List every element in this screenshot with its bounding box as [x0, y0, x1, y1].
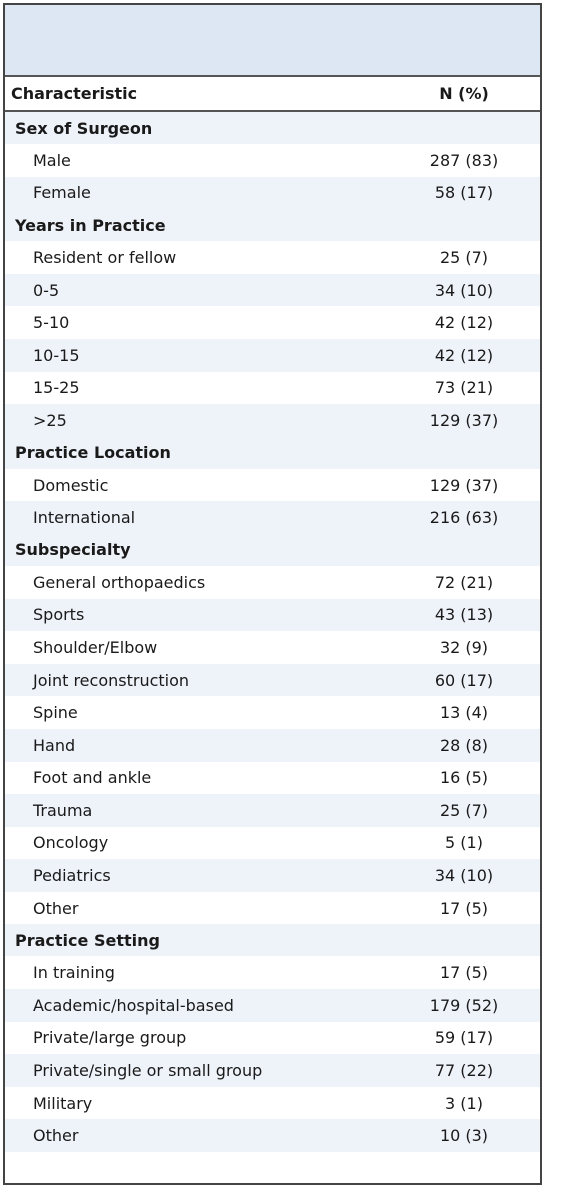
table-row: Academic/hospital-based 179 (52)	[5, 989, 540, 1022]
row-label: Domestic	[33, 475, 109, 495]
row-label: Female	[33, 183, 91, 203]
row-value: 72 (21)	[434, 572, 494, 592]
row-label: Private/large group	[33, 1028, 187, 1048]
table-header-row: Characteristic N (%)	[5, 77, 540, 112]
row-label: Foot and ankle	[33, 768, 152, 788]
row-value: 287 (83)	[429, 150, 499, 170]
table-row: 15-25 73 (21)	[5, 372, 540, 405]
table-row: Sports 43 (13)	[5, 598, 540, 632]
row-label: Joint reconstruction	[33, 670, 190, 690]
table-row: >25 129 (37)	[5, 404, 540, 437]
table-row: Foot and ankle 16 (5)	[5, 762, 540, 795]
row-label: Military	[33, 1093, 93, 1113]
row-value: 34 (10)	[434, 280, 494, 300]
row-value: 5 (1)	[445, 833, 483, 853]
row-label: Male	[33, 150, 71, 170]
row-value: 25 (7)	[439, 800, 489, 820]
row-value: 34 (10)	[434, 866, 494, 886]
section-header: Practice Location	[5, 436, 540, 469]
row-value: 10 (3)	[439, 1126, 489, 1146]
table-row: Private/large group 59 (17)	[5, 1022, 540, 1055]
table-row: In training 17 (5)	[5, 956, 540, 989]
demographics-table: Characteristic N (%) Sex of Surgeon Male 2…	[3, 3, 542, 1185]
row-label: General orthopaedics	[33, 572, 206, 592]
row-value: 77 (22)	[434, 1061, 494, 1081]
table-row: Resident or fellow 25 (7)	[5, 241, 540, 274]
row-label: Spine	[33, 703, 78, 723]
table-row: 10-15 42 (12)	[5, 338, 540, 372]
section-header: Years in Practice	[5, 209, 540, 242]
row-value: 32 (9)	[439, 637, 489, 657]
table-row: Other 10 (3)	[5, 1119, 540, 1153]
row-label: Shoulder/Elbow	[33, 637, 158, 657]
row-label: Pediatrics	[33, 866, 111, 886]
row-label: Academic/hospital-based	[33, 995, 234, 1015]
header-characteristic: Characteristic	[11, 84, 138, 103]
row-label: Oncology	[33, 833, 109, 853]
table-row: Domestic 129 (37)	[5, 469, 540, 502]
table-row: Trauma 25 (7)	[5, 794, 540, 827]
row-label: Trauma	[33, 800, 93, 820]
row-label: International	[33, 508, 136, 528]
row-value: 42 (12)	[434, 313, 494, 333]
table-row: Military 3 (1)	[5, 1087, 540, 1120]
table-row: Spine 13 (4)	[5, 696, 540, 729]
table-row: 5-10 42 (12)	[5, 306, 540, 339]
table-row: Male 287 (83)	[5, 144, 540, 177]
table-title-band	[5, 5, 540, 77]
row-value: 42 (12)	[434, 345, 494, 365]
row-label: Hand	[33, 735, 76, 755]
row-label: Other	[33, 898, 79, 918]
row-value: 58 (17)	[434, 183, 494, 203]
row-label: 10-15	[33, 345, 80, 365]
row-value: 59 (17)	[434, 1028, 494, 1048]
section-header: Practice Setting	[5, 924, 540, 957]
table-row: Hand 28 (8)	[5, 728, 540, 762]
table-row: Shoulder/Elbow 32 (9)	[5, 631, 540, 664]
row-value: 43 (13)	[434, 605, 494, 625]
row-value: 17 (5)	[439, 898, 489, 918]
row-value: 73 (21)	[434, 378, 494, 398]
row-value: 13 (4)	[439, 703, 489, 723]
table-row: Female 58 (17)	[5, 176, 540, 210]
row-value: 129 (37)	[429, 410, 499, 430]
row-value: 25 (7)	[439, 247, 489, 267]
row-value: 129 (37)	[429, 475, 499, 495]
row-label: Resident or fellow	[33, 247, 177, 267]
row-label: 5-10	[33, 313, 70, 333]
table-row: Other 17 (5)	[5, 892, 540, 925]
table-row: Oncology 5 (1)	[5, 827, 540, 860]
row-label: >25	[33, 410, 67, 430]
row-label: Private/single or small group	[33, 1061, 263, 1081]
row-value: 60 (17)	[434, 670, 494, 690]
row-label: Sports	[33, 605, 85, 625]
section-header: Sex of Surgeon	[5, 112, 540, 144]
row-value: 216 (63)	[429, 508, 499, 528]
row-value: 28 (8)	[439, 735, 489, 755]
row-label: 15-25	[33, 378, 80, 398]
row-label: In training	[33, 963, 115, 983]
table-row: International 216 (63)	[5, 501, 540, 534]
table-row: General orthopaedics 72 (21)	[5, 566, 540, 599]
row-value: 17 (5)	[439, 963, 489, 983]
row-value: 179 (52)	[429, 995, 499, 1015]
table-row: 0-5 34 (10)	[5, 273, 540, 307]
table-row: Joint reconstruction 60 (17)	[5, 663, 540, 697]
table-row: Pediatrics 34 (10)	[5, 859, 540, 892]
row-label: 0-5	[33, 280, 60, 300]
row-label: Other	[33, 1126, 79, 1146]
table-body: Sex of Surgeon Male 287 (83) Female 58 (17) Y…	[5, 112, 540, 1153]
header-n-percent: N (%)	[439, 84, 489, 103]
table-row: Private/single or small group 77 (22)	[5, 1054, 540, 1087]
section-header: Subspecialty	[5, 533, 540, 566]
row-value: 3 (1)	[445, 1093, 483, 1113]
row-value: 16 (5)	[439, 768, 489, 788]
